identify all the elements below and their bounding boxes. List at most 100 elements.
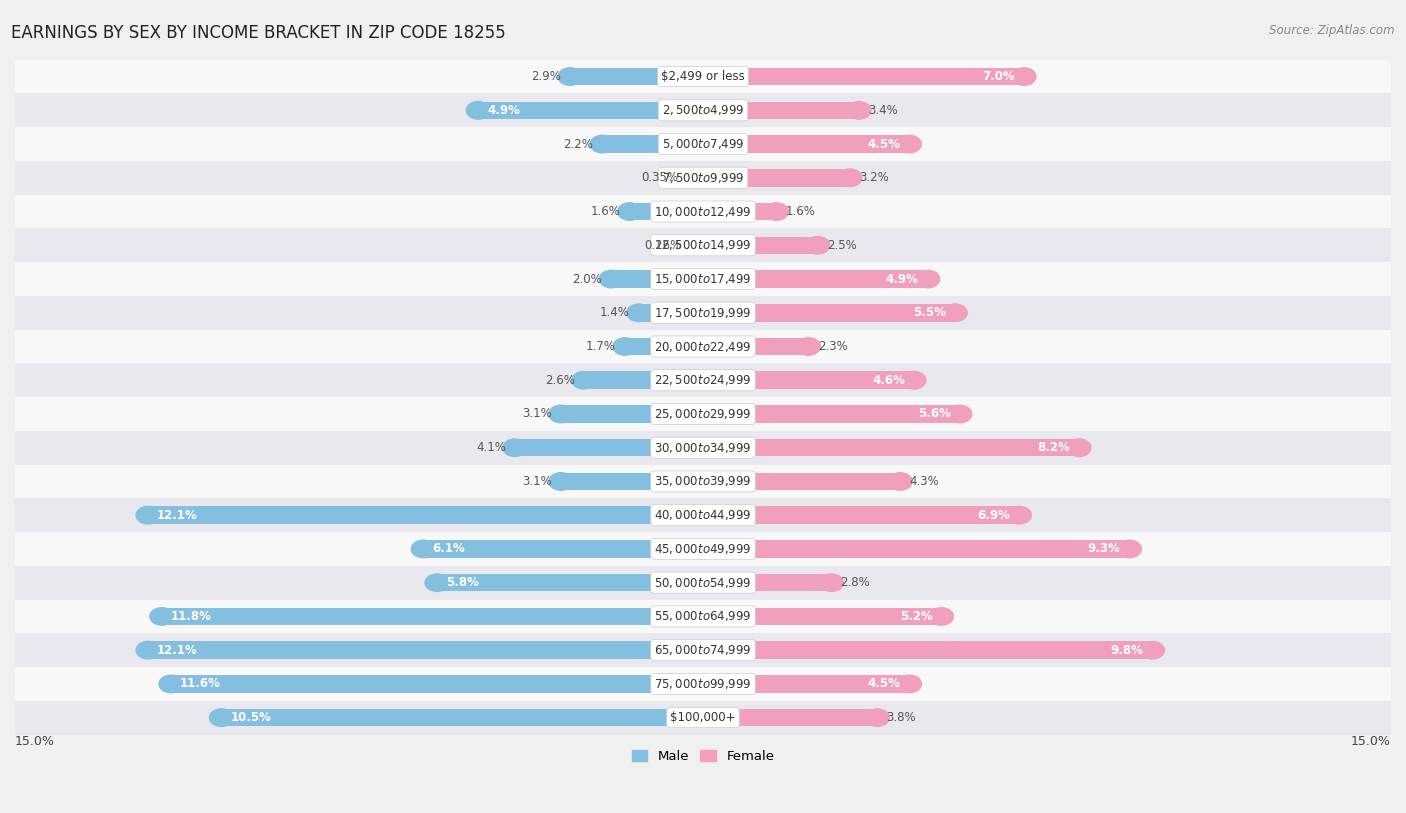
Text: $12,500 to $14,999: $12,500 to $14,999 [654, 238, 752, 252]
Text: 5.8%: 5.8% [446, 576, 479, 589]
Bar [703, 202, 776, 220]
Circle shape [548, 405, 572, 423]
Circle shape [159, 675, 183, 693]
Bar [612, 270, 703, 288]
Text: $20,000 to $22,499: $20,000 to $22,499 [654, 340, 752, 354]
Text: 15.0%: 15.0% [1351, 734, 1391, 747]
Bar [172, 675, 703, 693]
Text: $55,000 to $64,999: $55,000 to $64,999 [654, 610, 752, 624]
Text: 7.0%: 7.0% [983, 70, 1015, 83]
Circle shape [467, 102, 491, 119]
Circle shape [572, 372, 596, 389]
Bar [703, 675, 910, 693]
Circle shape [503, 439, 527, 456]
Bar [703, 607, 942, 625]
Circle shape [903, 372, 927, 389]
Circle shape [915, 270, 939, 288]
Bar [630, 202, 703, 220]
Bar [221, 709, 703, 727]
Text: 2.2%: 2.2% [562, 137, 593, 150]
Circle shape [150, 607, 174, 625]
Text: 3.2%: 3.2% [859, 172, 889, 185]
Text: 1.7%: 1.7% [586, 340, 616, 353]
Text: $10,000 to $12,499: $10,000 to $12,499 [654, 205, 752, 219]
Text: $2,499 or less: $2,499 or less [661, 70, 745, 83]
Bar [15, 93, 1391, 127]
Circle shape [1008, 506, 1032, 524]
Text: 9.8%: 9.8% [1111, 644, 1143, 657]
Text: 11.8%: 11.8% [172, 610, 212, 623]
Bar [569, 67, 703, 85]
Circle shape [1118, 540, 1142, 558]
Bar [423, 540, 703, 558]
Bar [15, 161, 1391, 194]
Bar [15, 296, 1391, 329]
Bar [561, 472, 703, 490]
Bar [15, 397, 1391, 431]
Circle shape [1140, 641, 1164, 659]
Bar [15, 127, 1391, 161]
Text: 3.4%: 3.4% [868, 104, 898, 117]
Text: 3.8%: 3.8% [886, 711, 917, 724]
Circle shape [548, 472, 572, 490]
Text: EARNINGS BY SEX BY INCOME BRACKET IN ZIP CODE 18255: EARNINGS BY SEX BY INCOME BRACKET IN ZIP… [11, 24, 506, 42]
Bar [15, 329, 1391, 363]
Text: $7,500 to $9,999: $7,500 to $9,999 [662, 171, 744, 185]
Text: 5.6%: 5.6% [918, 407, 950, 420]
Circle shape [1067, 439, 1091, 456]
Text: $5,000 to $7,499: $5,000 to $7,499 [662, 137, 744, 151]
Bar [15, 464, 1391, 498]
Bar [437, 574, 703, 592]
Bar [15, 566, 1391, 599]
Text: 3.1%: 3.1% [522, 407, 551, 420]
Text: 4.3%: 4.3% [910, 475, 939, 488]
Bar [15, 262, 1391, 296]
Text: 6.1%: 6.1% [433, 542, 465, 555]
Bar [703, 540, 1129, 558]
Circle shape [136, 506, 160, 524]
Bar [478, 102, 703, 119]
Circle shape [806, 237, 830, 254]
Bar [148, 641, 703, 659]
Circle shape [136, 641, 160, 659]
Bar [515, 439, 703, 456]
Circle shape [765, 202, 789, 220]
Text: 8.2%: 8.2% [1038, 441, 1070, 454]
Legend: Male, Female: Male, Female [626, 745, 780, 768]
Circle shape [675, 169, 699, 186]
Text: $35,000 to $39,999: $35,000 to $39,999 [654, 475, 752, 489]
Text: $100,000+: $100,000+ [671, 711, 735, 724]
Bar [703, 506, 1019, 524]
Text: 2.8%: 2.8% [841, 576, 870, 589]
Bar [703, 169, 849, 186]
Bar [15, 701, 1391, 734]
Bar [703, 574, 831, 592]
Bar [15, 532, 1391, 566]
Text: 2.9%: 2.9% [531, 70, 561, 83]
Text: 4.9%: 4.9% [886, 272, 918, 285]
Text: $15,000 to $17,499: $15,000 to $17,499 [654, 272, 752, 286]
Bar [688, 169, 703, 186]
Text: $30,000 to $34,999: $30,000 to $34,999 [654, 441, 752, 454]
Circle shape [679, 237, 703, 254]
Circle shape [591, 135, 614, 153]
Text: 3.1%: 3.1% [522, 475, 551, 488]
Bar [602, 135, 703, 153]
Bar [626, 337, 703, 355]
Bar [703, 67, 1024, 85]
Text: Source: ZipAtlas.com: Source: ZipAtlas.com [1270, 24, 1395, 37]
Text: 1.6%: 1.6% [591, 205, 620, 218]
Circle shape [209, 709, 233, 727]
Circle shape [838, 169, 862, 186]
Circle shape [929, 607, 953, 625]
Text: $40,000 to $44,999: $40,000 to $44,999 [654, 508, 752, 522]
Circle shape [846, 102, 870, 119]
Bar [15, 431, 1391, 464]
Circle shape [948, 405, 972, 423]
Bar [703, 641, 1153, 659]
Text: $75,000 to $99,999: $75,000 to $99,999 [654, 677, 752, 691]
Text: 4.6%: 4.6% [872, 374, 905, 387]
Bar [15, 633, 1391, 667]
Text: 10.5%: 10.5% [231, 711, 271, 724]
Text: 5.5%: 5.5% [914, 307, 946, 320]
